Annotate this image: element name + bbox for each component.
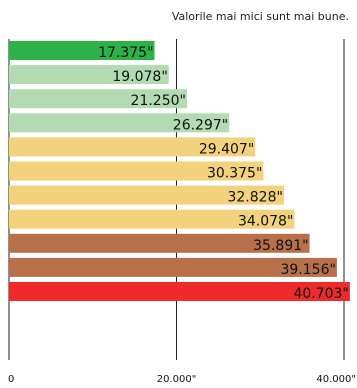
bar-value-label: 32.828" — [227, 190, 282, 206]
bar — [9, 282, 350, 301]
bar-value-label: 29.407" — [199, 141, 254, 157]
bar-value-label: 40.703" — [293, 286, 348, 302]
bar — [9, 209, 295, 229]
bar — [9, 185, 284, 205]
x-tick-label: 20.000" — [157, 374, 197, 385]
bar — [9, 65, 169, 85]
bar — [9, 113, 230, 133]
bar — [9, 89, 187, 109]
lower-is-better-note: Valorile mai mici sunt mai bune. — [171, 10, 349, 23]
bar — [9, 137, 256, 157]
bar-value-label: 30.375" — [207, 166, 262, 182]
bar-value-label: 34.078" — [238, 214, 293, 230]
bar — [9, 161, 264, 181]
bar — [9, 41, 155, 60]
bar-value-label: 21.250" — [131, 93, 186, 109]
bar-value-label: 35.891" — [253, 238, 308, 254]
bar-value-label: 39.156" — [280, 262, 335, 278]
x-tick-label: 40.000" — [316, 374, 356, 385]
bar-value-label: 26.297" — [173, 117, 228, 133]
bar-value-label: 19.078" — [112, 69, 167, 85]
bar — [9, 257, 337, 277]
bar-value-label: 17.375" — [98, 45, 153, 61]
x-tick-label: 0 — [8, 374, 14, 385]
bar — [9, 233, 310, 253]
